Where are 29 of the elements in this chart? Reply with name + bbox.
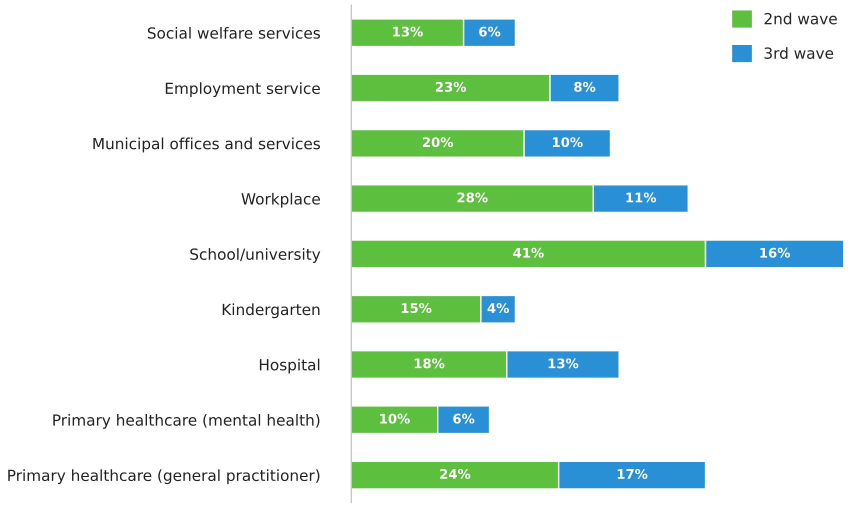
y-tick-label: Employment service	[166, 82, 320, 98]
data-label: 15%	[402, 303, 432, 314]
data-label: 18%	[414, 358, 444, 368]
data-label: 6%	[453, 414, 474, 424]
data-label: 8%	[574, 82, 596, 92]
y-tick-label: Municipal offices and services	[93, 138, 320, 152]
y-tick-label: Primary healthcare (general practitioner)	[8, 469, 320, 484]
data-label: 28%	[458, 192, 488, 202]
y-tick-label: Workplace	[241, 192, 320, 208]
y-tick-label: Kindergarten	[222, 303, 320, 318]
data-label: 24%	[440, 468, 470, 479]
data-label: 13%	[548, 358, 578, 368]
y-tick-label: Hospital	[260, 358, 320, 374]
data-label: 4%	[488, 303, 509, 314]
data-label: 10%	[552, 137, 583, 148]
data-label: 23%	[436, 82, 466, 92]
data-label: 11%	[626, 192, 656, 202]
y-tick-label: Primary healthcare (mental health)	[53, 414, 320, 429]
data-label: 20%	[422, 137, 454, 148]
data-label: 13%	[393, 26, 423, 37]
legend-label: 2nd wave	[764, 12, 837, 24]
data-label: 6%	[479, 26, 500, 37]
data-label: 17%	[618, 468, 648, 479]
data-label: 16%	[760, 248, 790, 258]
y-tick-label: School/university	[190, 248, 320, 263]
data-label: 10%	[380, 414, 410, 424]
data-label: 41%	[513, 248, 544, 258]
legend-label: 3rd wave	[764, 47, 834, 59]
y-tick-label: Social welfare services	[148, 26, 320, 39]
